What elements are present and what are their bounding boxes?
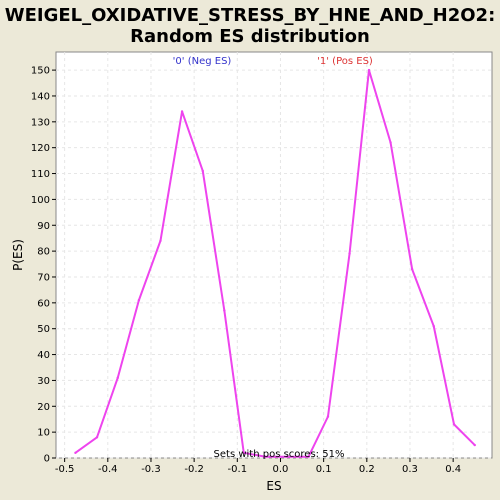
grid-lines (56, 52, 492, 459)
x-axis-label: ES (266, 479, 281, 493)
data-point (389, 141, 392, 144)
chart-title-line2: Random ES distribution (130, 26, 370, 47)
neg-es-label: '0' (Neg ES) (173, 56, 232, 67)
y-tick-label: 20 (37, 402, 50, 413)
y-tick-label: 150 (31, 66, 50, 77)
data-point (307, 455, 310, 458)
y-tick-label: 100 (31, 195, 50, 206)
y-tick-label: 140 (31, 91, 50, 102)
data-point (223, 309, 226, 312)
y-axis-label: P(ES) (11, 239, 25, 271)
data-point (74, 451, 77, 455)
x-tick-label: 0.3 (402, 464, 418, 475)
y-tick-label: 120 (31, 143, 50, 154)
y-tick-label: 80 (37, 247, 50, 258)
x-axis-ticks: -0.5 -0.4 -0.3 -0.2 -0.1 0.0 0.1 0.2 0.3 0.4 (55, 458, 461, 475)
x-tick-label: 0.1 (316, 464, 332, 475)
y-tick-label: 40 (37, 350, 50, 361)
y-axis-ticks: 0 10 20 30 40 50 60 70 80 90 100 110 120 130 140 150 (31, 66, 56, 465)
data-point (137, 299, 141, 302)
data-point (410, 268, 414, 271)
data-point (432, 324, 435, 328)
y-tick-label: 10 (37, 428, 50, 439)
data-point (473, 443, 476, 447)
data-point (201, 169, 204, 173)
data-point (159, 239, 162, 242)
x-tick-label: 0.2 (359, 464, 375, 475)
y-tick-label: 60 (37, 298, 50, 309)
y-tick-label: 50 (37, 324, 50, 335)
data-point (348, 252, 351, 255)
y-tick-label: 110 (31, 169, 50, 180)
data-point (242, 451, 245, 455)
data-point (452, 423, 456, 426)
data-point (95, 436, 99, 439)
data-point (180, 110, 184, 113)
x-tick-label: -0.5 (55, 464, 75, 475)
data-point (116, 376, 119, 380)
chart-title-line1: WEIGEL_OXIDATIVE_STRESS_BY_HNE_AND_H2O2: (5, 5, 496, 26)
y-tick-label: 130 (31, 117, 50, 128)
y-tick-label: 70 (37, 272, 50, 283)
pos-es-label: '1' (Pos ES) (317, 56, 373, 67)
x-tick-label: -0.3 (141, 464, 161, 475)
series-line (74, 69, 476, 458)
series-layer (74, 68, 476, 458)
data-point (285, 455, 289, 458)
y-tick-label: 30 (37, 376, 50, 387)
data-point (264, 455, 267, 458)
data-point (367, 68, 371, 72)
x-tick-label: 0.4 (445, 464, 461, 475)
x-tick-label: -0.2 (184, 464, 204, 475)
plot-area (55, 51, 493, 459)
x-tick-label: 0.0 (273, 464, 289, 475)
sets-with-pos-scores-label: Sets with pos scores: 51% (214, 449, 345, 460)
x-tick-label: -0.4 (98, 464, 118, 475)
y-tick-label: 90 (37, 221, 50, 232)
data-point (326, 415, 330, 418)
x-tick-label: -0.1 (228, 464, 248, 475)
y-tick-label: 0 (44, 454, 50, 465)
